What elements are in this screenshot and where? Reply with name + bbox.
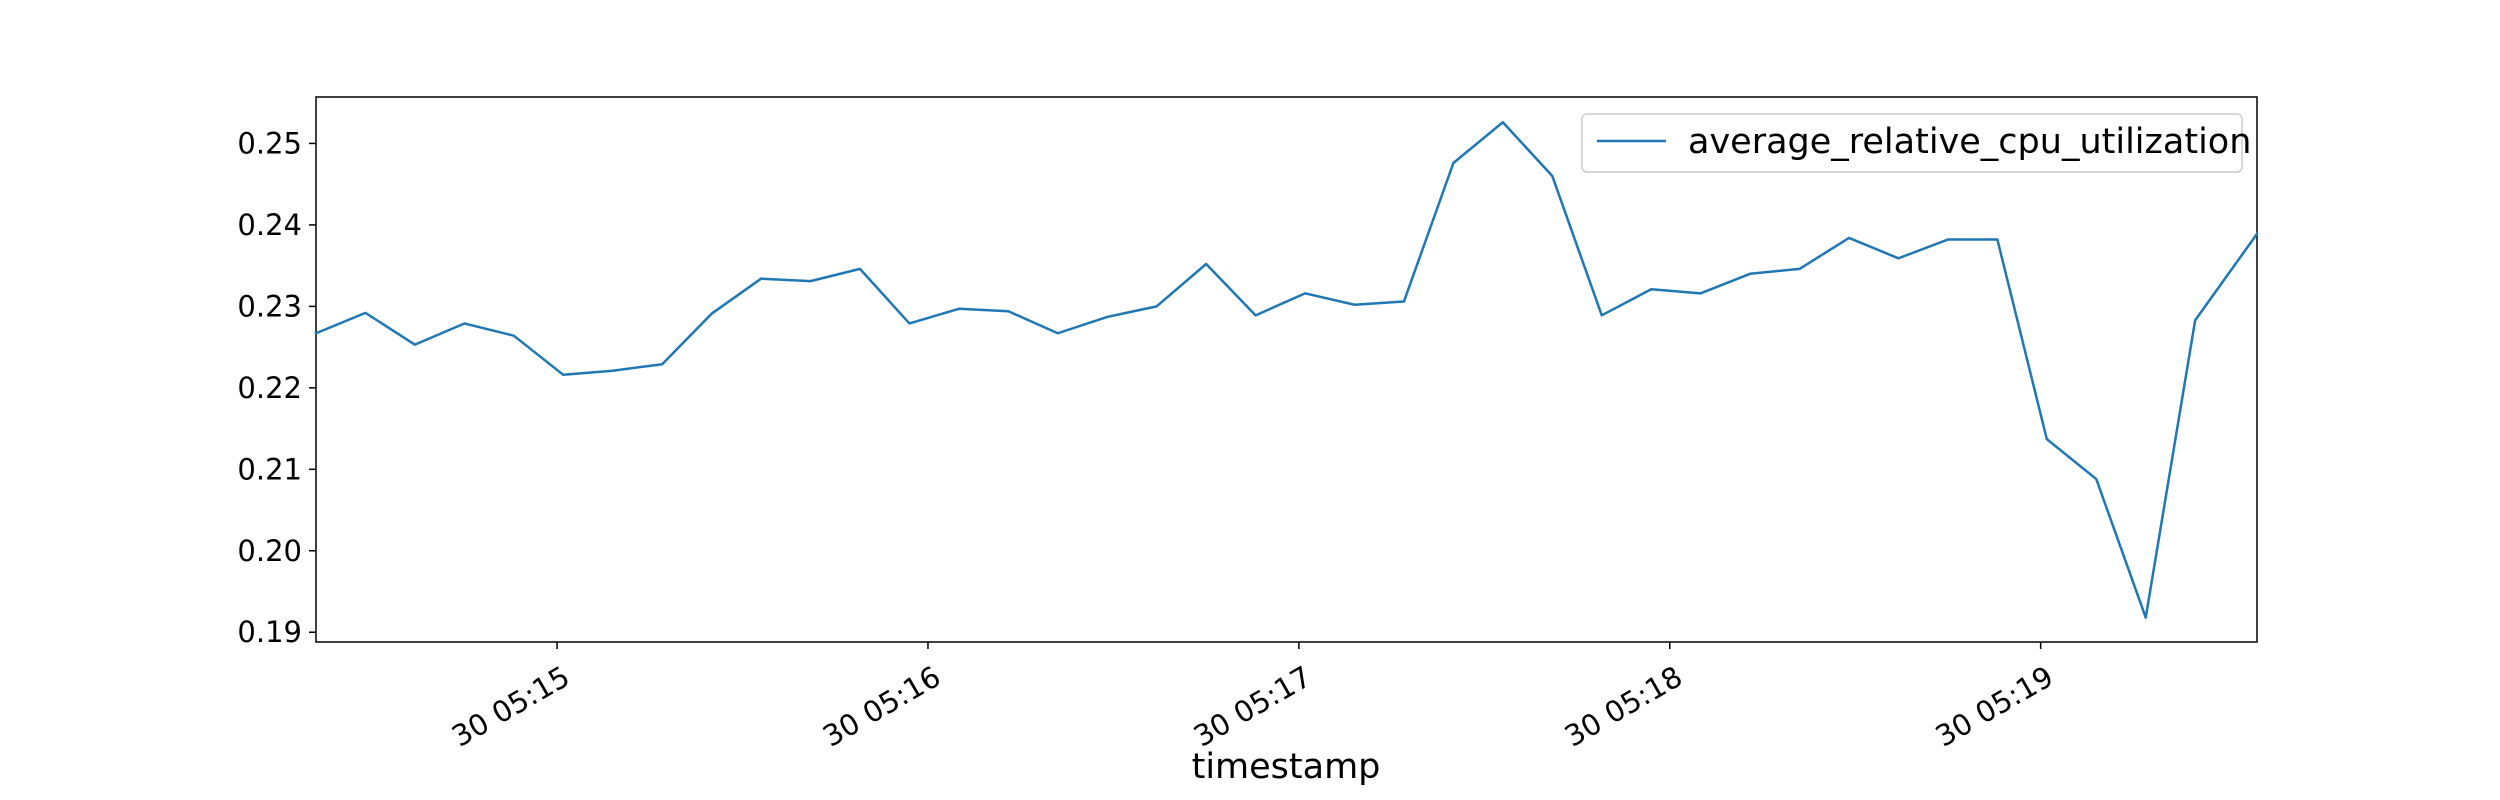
- y-tick-label: 0.19: [237, 615, 302, 649]
- y-tick-label: 0.25: [237, 126, 302, 160]
- series-line-0: [314, 121, 2259, 619]
- series-layer: [314, 121, 2259, 619]
- legend: average_relative_cpu_utilization: [1581, 113, 2251, 173]
- y-tick-label: 0.21: [237, 452, 302, 486]
- y-tick-label: 0.24: [237, 208, 302, 242]
- legend-box: [1581, 113, 2243, 173]
- y-tick-label: 0.22: [237, 371, 302, 405]
- x-tick-label: 30 05:16: [817, 659, 946, 753]
- plot-frame: [315, 96, 2258, 643]
- y-axis: 0.19 0.20 0.21 0.22 0.23 0.24 0.25: [237, 126, 316, 649]
- x-axis-label: timestamp: [1192, 747, 1381, 787]
- x-axis: 30 05:15 30 05:16 30 05:17 30 05:18 30 05:19: [446, 642, 2059, 754]
- x-tick-label: 30 05:15: [446, 659, 575, 753]
- legend-entry-label: average_relative_cpu_utilization: [1688, 122, 2251, 162]
- y-tick-label: 0.23: [237, 289, 302, 323]
- x-tick-label: 30 05:19: [1930, 659, 2059, 753]
- x-tick-label: 30 05:17: [1188, 659, 1317, 753]
- x-tick-label: 30 05:18: [1559, 659, 1688, 753]
- y-tick-label: 0.20: [237, 534, 302, 568]
- plot-area-border: [315, 96, 2258, 643]
